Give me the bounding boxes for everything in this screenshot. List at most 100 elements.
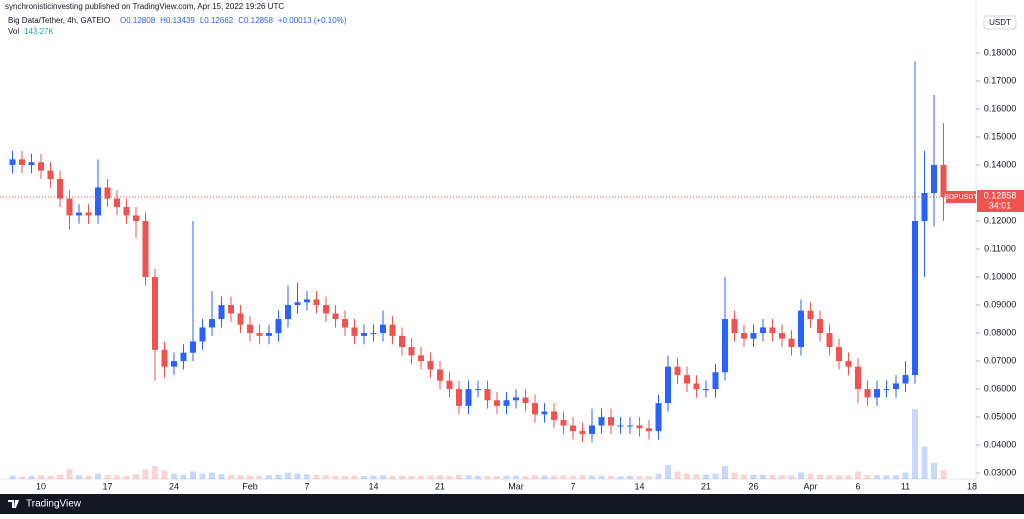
volume-bar [655, 473, 662, 479]
volume-bar [237, 475, 244, 479]
candle-body [380, 324, 386, 334]
volume-bar [456, 474, 462, 479]
ohlc-value: L0.12662 [200, 16, 234, 25]
volume-bar [598, 475, 605, 479]
candle-body [579, 431, 586, 434]
volume-bar [731, 472, 738, 479]
candle-body [912, 221, 918, 376]
candle-body [674, 366, 681, 376]
volume-bar [446, 475, 453, 479]
candle-body [114, 198, 120, 208]
candle-body [123, 207, 130, 216]
volume-bar [779, 475, 785, 479]
volume-bar [665, 465, 671, 479]
volume-bar [503, 475, 510, 479]
candle-body [693, 383, 700, 390]
candle-body [427, 361, 434, 370]
ohlc-value: C0.12858 [238, 16, 273, 25]
volume-bar [266, 475, 272, 479]
volume-bar [722, 466, 728, 479]
volume-bar [769, 474, 776, 479]
volume-bar [798, 472, 804, 479]
candle-body [133, 215, 139, 222]
volume-bar [617, 476, 624, 479]
volume-bar [693, 474, 700, 479]
candle-body [446, 380, 453, 390]
footer-brand: TradingView [26, 499, 82, 510]
volume-bar [85, 475, 92, 479]
volume-bar [95, 473, 101, 479]
volume-bar [171, 473, 177, 479]
candle-body [817, 319, 823, 334]
volume-bar [104, 474, 111, 479]
candle-body [532, 403, 538, 415]
candle-body [28, 162, 35, 165]
candle-body [95, 187, 101, 216]
candle-body [760, 327, 766, 334]
y-tick-label: 0.10000 [984, 271, 1017, 281]
candle-body [826, 333, 833, 348]
candle-body [788, 338, 795, 348]
x-tick-label: Mar [508, 481, 524, 491]
y-tick-label: 0.06000 [984, 383, 1017, 393]
volume-bar [921, 446, 928, 479]
candle-body [475, 389, 481, 391]
price-tag-value: 0.12858 [984, 190, 1017, 200]
volume-bar [712, 473, 719, 479]
volume-bar [180, 474, 187, 479]
candle-body [456, 389, 462, 406]
volume-label: Vol [8, 27, 19, 36]
candle-body [332, 313, 339, 320]
candle-body [370, 333, 377, 335]
volume-bar [883, 475, 890, 479]
candle-body [541, 411, 548, 415]
x-tick-label: 7 [304, 481, 309, 491]
volume-bar [646, 475, 652, 479]
volume-bar [817, 474, 823, 479]
candle-body [294, 302, 301, 306]
volume-bar [399, 475, 405, 479]
candle-body [608, 417, 614, 426]
volume-bar [285, 472, 291, 479]
volume-bar [703, 474, 709, 479]
candle-body [47, 170, 54, 179]
candle-body [722, 319, 728, 373]
y-tick-label: 0.15000 [984, 131, 1017, 141]
candle-body [769, 327, 776, 334]
x-tick-label: 21 [701, 481, 711, 491]
candle-body [494, 400, 500, 406]
volume-bar [845, 475, 852, 479]
volume-bar [684, 473, 690, 479]
candle-body [57, 178, 63, 199]
candle-body [266, 333, 272, 336]
candle-body [104, 187, 111, 199]
candle-body [76, 212, 82, 216]
volume-bar [228, 474, 234, 479]
volume-bar [855, 471, 861, 479]
volume-bar [294, 473, 301, 479]
volume-bar [541, 475, 548, 479]
symbol-tag [946, 190, 976, 203]
candle-body [864, 389, 871, 398]
footer-bar [0, 494, 1024, 514]
currency: USDT [989, 18, 1011, 27]
volume-bar [551, 475, 557, 479]
volume-bar [836, 475, 842, 479]
candle-body [161, 349, 168, 367]
candle-body [418, 355, 424, 362]
volume-bar [674, 471, 681, 479]
volume-bar [323, 475, 329, 479]
volume-bar [123, 475, 130, 479]
candle-body [142, 221, 149, 278]
candle-body [437, 369, 443, 381]
candle-body [589, 425, 595, 434]
volume-bar [579, 474, 586, 479]
candle-body [199, 327, 206, 342]
x-tick-label: Apr [803, 481, 817, 491]
volume-bar [76, 475, 82, 479]
candle-body [9, 159, 16, 165]
candle-body [807, 310, 814, 320]
x-tick-label: 14 [368, 481, 378, 491]
volume-bar [864, 474, 871, 479]
